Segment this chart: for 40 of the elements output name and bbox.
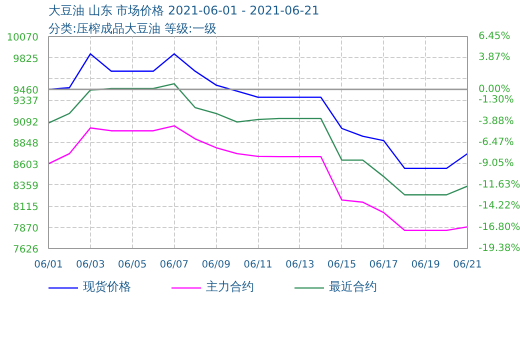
y-tick-label: 8603	[13, 160, 39, 171]
y2-tick-label: -3.88%	[478, 116, 514, 127]
x-tick-label: 06/03	[76, 260, 105, 270]
x-tick-label: 06/15	[327, 260, 356, 270]
x-tick-label: 06/07	[160, 260, 189, 270]
x-tick-label: 06/11	[244, 260, 272, 270]
y-tick-label: 9092	[13, 117, 39, 128]
x-tick-label: 06/01	[34, 260, 63, 270]
x-tick-label: 06/19	[411, 260, 440, 270]
y2-tick-label: -14.22%	[478, 200, 520, 212]
y2-tick-label: 6.45%	[478, 31, 510, 42]
chart-title: 大豆油 山东 市场价格 2021-06-01 - 2021-06-21	[48, 4, 320, 18]
line-series	[48, 125, 468, 232]
y2-tick-label: -1.30%	[478, 94, 514, 106]
y-tick-label: 9337	[13, 96, 39, 108]
y2-tick-label: -11.63%	[478, 179, 520, 190]
line-series	[48, 83, 468, 196]
y2-tick-label: -16.80%	[478, 222, 520, 233]
y2-tick-label: -19.38%	[478, 243, 520, 254]
x-tick-label: 06/13	[285, 260, 314, 270]
y2-tick-label: 3.87%	[478, 52, 510, 64]
y-tick-label: 7870	[13, 223, 39, 234]
y-tick-label: 10070	[6, 32, 38, 44]
legend-label: 主力合约	[206, 278, 254, 296]
x-tick-label: 06/17	[369, 260, 398, 270]
y-tick-label: 9825	[13, 54, 39, 65]
chart-subtitle: 分类:压榨成品大豆油 等级:一级	[48, 22, 216, 36]
legend-label: 现货价格	[83, 278, 131, 296]
legend-label: 最近合约	[329, 278, 377, 296]
x-tick-label: 06/05	[118, 260, 147, 270]
y2-tick-label: -9.05%	[478, 158, 514, 170]
y2-tick-label: -6.47%	[478, 137, 514, 148]
x-tick-label: 06/09	[202, 260, 231, 270]
y2-tick-label: 0.00%	[478, 84, 510, 95]
y-tick-label: 8115	[13, 202, 39, 214]
y-tick-label: 8359	[13, 180, 39, 192]
y-tick-label: 9460	[13, 85, 39, 96]
y-tick-label: 8848	[13, 138, 39, 150]
y-tick-label: 7626	[13, 244, 39, 256]
x-tick-label: 06/21	[453, 260, 482, 270]
